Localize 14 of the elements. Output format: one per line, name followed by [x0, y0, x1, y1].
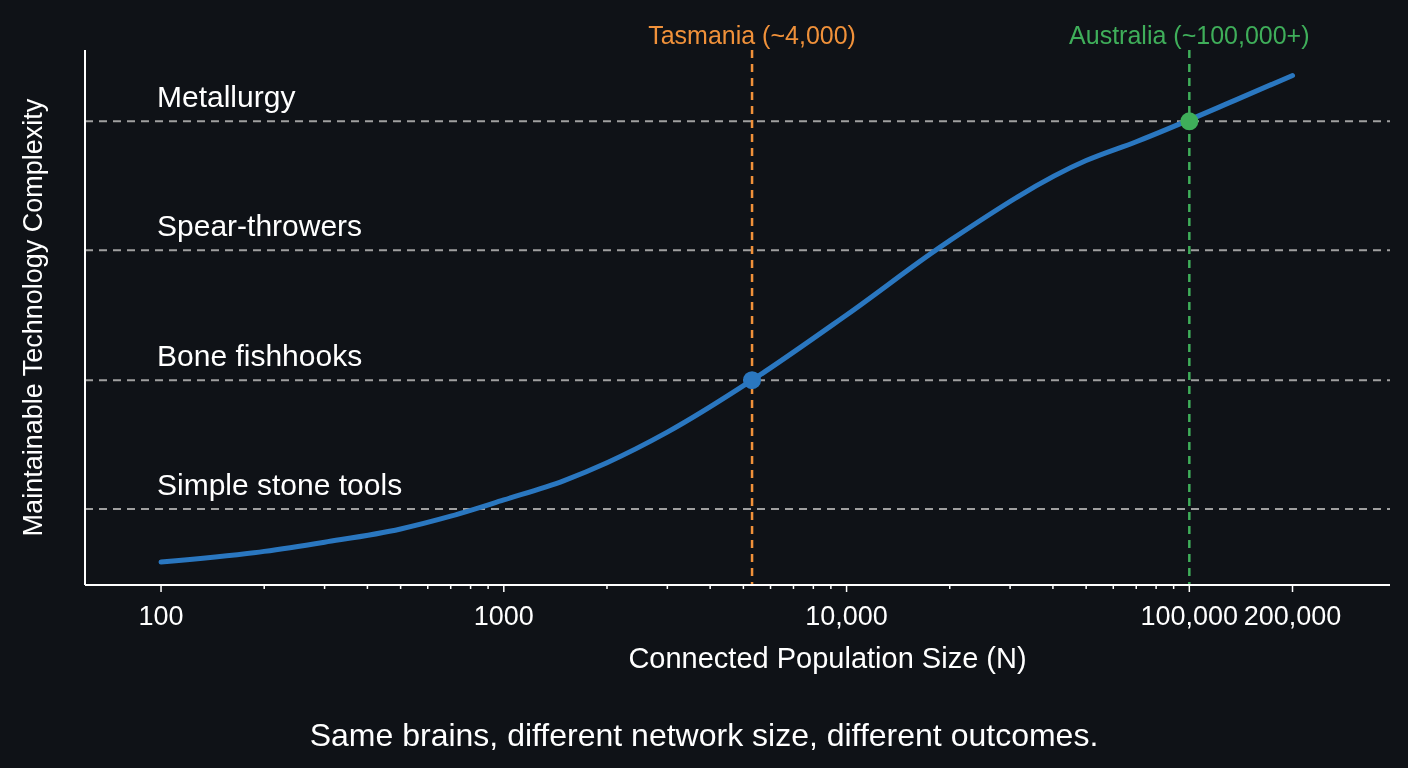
ref-line-label: Australia (~100,000+): [1069, 21, 1310, 49]
ref-line-label: Bone fishhooks: [157, 339, 363, 373]
ref-line-label: Spear-throwers: [157, 209, 363, 243]
ref-line-label: Simple stone tools: [157, 468, 403, 502]
ref-line-label: Metallurgy: [157, 80, 296, 114]
ref-line-label: Tasmania (~4,000): [648, 21, 856, 49]
x-tick-label: 100: [138, 601, 184, 631]
x-tick-label: 200,000: [1243, 601, 1342, 631]
y-axis-title: Maintainable Technology Complexity: [18, 98, 48, 537]
x-axis-title: Connected Population Size (N): [628, 642, 1027, 674]
text: Same brains, different network size, different outcomes.: [309, 717, 1099, 753]
x-tick-label: 10,000: [805, 601, 888, 631]
x-tick-label: 100,000: [1140, 601, 1239, 631]
x-tick-label: 1000: [473, 601, 534, 631]
